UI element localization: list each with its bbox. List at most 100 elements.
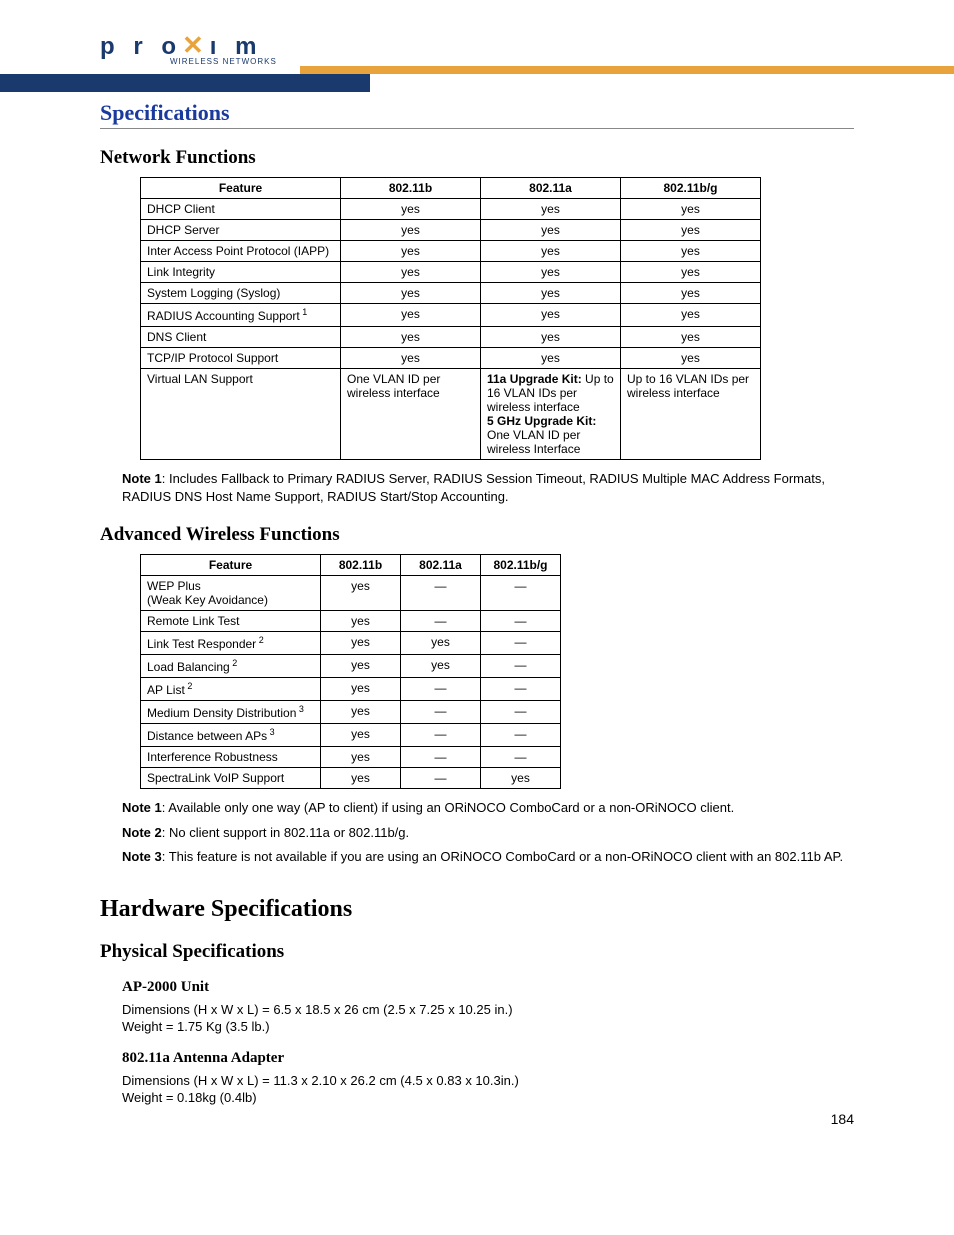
note-text: : No client support in 802.11a or 802.11… [162, 825, 409, 840]
feature-cell: Distance between APs 3 [141, 724, 321, 747]
table-row: DNS Clientyesyesyes [141, 327, 761, 348]
value-cell: — [481, 611, 561, 632]
value-cell: — [481, 747, 561, 768]
value-cell: yes [321, 768, 401, 789]
feature-cell: Remote Link Test [141, 611, 321, 632]
value-cell: yes [341, 199, 481, 220]
note-text: : Available only one way (AP to client) … [162, 800, 734, 815]
value-cell: yes [321, 632, 401, 655]
value-cell: yes [621, 327, 761, 348]
col-80211a: 802.11a [481, 178, 621, 199]
footnote-sup: 2 [256, 635, 264, 645]
advanced-functions-table: Feature 802.11b 802.11a 802.11b/g WEP Pl… [140, 554, 561, 789]
note-label: Note 2 [122, 825, 162, 840]
feature-cell: TCP/IP Protocol Support [141, 348, 341, 369]
value-cell: yes [341, 348, 481, 369]
table-row: Medium Density Distribution 3yes—— [141, 701, 561, 724]
value-cell: yes [321, 724, 401, 747]
value-cell: yes [621, 241, 761, 262]
page-number: 184 [831, 1111, 854, 1127]
page: p r o✕ı m WIRELESS NETWORKS Specificatio… [0, 0, 954, 1147]
ap2000-title: AP-2000 Unit [122, 979, 854, 996]
value-cell: yes [321, 655, 401, 678]
table-row: Link Test Responder 2yesyes— [141, 632, 561, 655]
footnote-sup: 1 [300, 307, 308, 317]
value-cell: yes [341, 241, 481, 262]
value-cell: yes [481, 262, 621, 283]
value-cell: yes [401, 655, 481, 678]
value-cell: — [481, 632, 561, 655]
col-feature: Feature [141, 178, 341, 199]
physical-spec-heading: Physical Specifications [100, 941, 854, 963]
value-cell: — [481, 701, 561, 724]
note-text: : Includes Fallback to Primary RADIUS Se… [122, 471, 825, 504]
feature-cell: DNS Client [141, 327, 341, 348]
value-cell: yes [341, 283, 481, 304]
value-cell: yes [401, 632, 481, 655]
value-cell: yes [621, 199, 761, 220]
logo-subtext: WIRELESS NETWORKS [170, 57, 277, 66]
value-cell: 11a Upgrade Kit: Up to 16 VLAN IDs per w… [481, 369, 621, 460]
table-row: Virtual LAN Support One VLAN ID per wire… [141, 369, 761, 460]
col-feature: Feature [141, 555, 321, 576]
feature-cell: Link Test Responder 2 [141, 632, 321, 655]
note-label: Note 1 [122, 471, 162, 486]
note-text: : This feature is not available if you a… [162, 849, 843, 864]
vlan-bold-label: 5 GHz Upgrade Kit: [487, 414, 596, 428]
footnote-sup: 2 [185, 681, 193, 691]
header-orange-bar [300, 66, 954, 74]
antenna-dimensions: Dimensions (H x W x L) = 11.3 x 2.10 x 2… [122, 1073, 854, 1088]
antenna-adapter-title: 802.11a Antenna Adapter [122, 1050, 854, 1067]
table-row: DHCP Clientyesyesyes [141, 199, 761, 220]
network-heading: Network Functions [100, 147, 854, 169]
advanced-note-3: Note 3: This feature is not available if… [122, 848, 854, 866]
advanced-note-1: Note 1: Available only one way (AP to cl… [122, 799, 854, 817]
value-cell: — [481, 678, 561, 701]
network-functions-table: Feature 802.11b 802.11a 802.11b/g DHCP C… [140, 177, 761, 460]
table-row: Inter Access Point Protocol (IAPP)yesyes… [141, 241, 761, 262]
value-cell: yes [481, 327, 621, 348]
col-80211b: 802.11b [341, 178, 481, 199]
advanced-heading: Advanced Wireless Functions [100, 524, 854, 546]
table-row: DHCP Serveryesyesyes [141, 220, 761, 241]
value-cell: yes [481, 241, 621, 262]
value-cell: yes [341, 262, 481, 283]
value-cell: yes [321, 701, 401, 724]
vlan-text: One VLAN ID per wireless Interface [487, 428, 580, 456]
feature-cell: DHCP Client [141, 199, 341, 220]
value-cell: — [401, 611, 481, 632]
col-80211bg: 802.11b/g [481, 555, 561, 576]
table-row: SpectraLink VoIP Supportyes—yes [141, 768, 561, 789]
value-cell: — [481, 576, 561, 611]
logo-block: p r o✕ı m WIRELESS NETWORKS [100, 30, 277, 66]
advanced-note-2: Note 2: No client support in 802.11a or … [122, 824, 854, 842]
value-cell: yes [321, 747, 401, 768]
value-cell: yes [341, 304, 481, 327]
footnote-sup: 3 [296, 704, 304, 714]
value-cell: — [481, 655, 561, 678]
value-cell: — [401, 701, 481, 724]
header-band: p r o✕ı m WIRELESS NETWORKS [100, 30, 854, 90]
ap2000-weight: Weight = 1.75 Kg (3.5 lb.) [122, 1019, 854, 1034]
value-cell: yes [621, 348, 761, 369]
value-cell: yes [621, 304, 761, 327]
footnote-sup: 2 [230, 658, 238, 668]
table-row: RADIUS Accounting Support 1yesyesyes [141, 304, 761, 327]
value-cell: yes [481, 220, 621, 241]
value-cell: yes [621, 220, 761, 241]
feature-cell: WEP Plus(Weak Key Avoidance) [141, 576, 321, 611]
value-cell: — [481, 724, 561, 747]
value-cell: yes [321, 611, 401, 632]
brand-logo: p r o✕ı m WIRELESS NETWORKS [100, 30, 854, 66]
feature-cell: Medium Density Distribution 3 [141, 701, 321, 724]
hardware-spec-heading: Hardware Specifications [100, 896, 854, 923]
note-label: Note 3 [122, 849, 162, 864]
feature-cell: SpectraLink VoIP Support [141, 768, 321, 789]
feature-cell: Link Integrity [141, 262, 341, 283]
value-cell: yes [481, 199, 621, 220]
feature-cell: AP List 2 [141, 678, 321, 701]
table-header-row: Feature 802.11b 802.11a 802.11b/g [141, 555, 561, 576]
antenna-weight: Weight = 0.18kg (0.4lb) [122, 1090, 854, 1105]
value-cell: yes [481, 348, 621, 369]
table-row: Link Integrityyesyesyes [141, 262, 761, 283]
